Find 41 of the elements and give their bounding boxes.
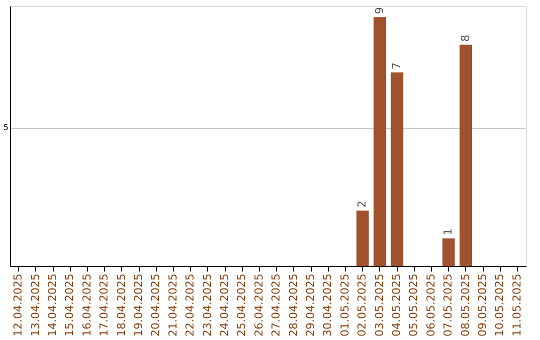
x-tick-label: 14.04.2025 [46,274,59,336]
x-tick-label: 10.05.2025 [493,274,506,336]
x-tick-label: 08.05.2025 [458,274,472,336]
y-tick-label: 5 [3,123,8,132]
x-tick-label: 06.05.2025 [424,274,438,336]
x-tick-label: 24.04.2025 [218,274,231,336]
x-tick-label: 27.04.2025 [270,274,283,336]
x-tick-label: 25.04.2025 [235,274,248,336]
x-tick-label: 22.04.2025 [184,274,197,336]
x-tick-label: 15.04.2025 [63,274,76,336]
data-label: 2 [356,200,369,208]
x-tick-label: 17.04.2025 [98,274,111,336]
x-tick-label: 05.05.2025 [407,274,420,336]
x-tick-label: 18.04.2025 [114,274,128,336]
x-tick-label: 01.05.2025 [338,274,352,336]
x-tick-label: 12.04.2025 [12,274,25,336]
x-tick-label: 26.04.2025 [252,274,266,336]
x-tick-label: 11.05.2025 [510,274,524,336]
x-tick-label: 21.04.2025 [166,274,180,336]
x-tick-label: 30.04.2025 [321,274,334,336]
data-label: 1 [442,228,455,236]
x-tick-label: 19.04.2025 [132,274,145,336]
x-tick-label: 23.04.2025 [200,274,214,336]
x-tick-label: 04.05.2025 [390,274,403,336]
x-tick-label: 13.04.2025 [28,274,42,336]
x-tick-label: 16.04.2025 [80,274,94,336]
data-label: 7 [390,62,403,70]
x-tick-label: 28.04.2025 [286,274,300,336]
data-label: 9 [372,7,386,14]
x-tick-label: 09.05.2025 [476,274,489,336]
x-tick-label: 03.05.2025 [372,274,386,336]
x-tick-label: 29.04.2025 [304,274,317,336]
bar [460,44,472,266]
x-tick-label: 02.05.2025 [356,274,369,336]
x-tick-label: 20.04.2025 [149,274,162,336]
x-tick-label: 07.05.2025 [442,274,455,336]
data-label: 8 [458,34,472,42]
bar [390,72,404,266]
bar [374,17,386,266]
bar [442,238,455,266]
bar [356,210,369,266]
